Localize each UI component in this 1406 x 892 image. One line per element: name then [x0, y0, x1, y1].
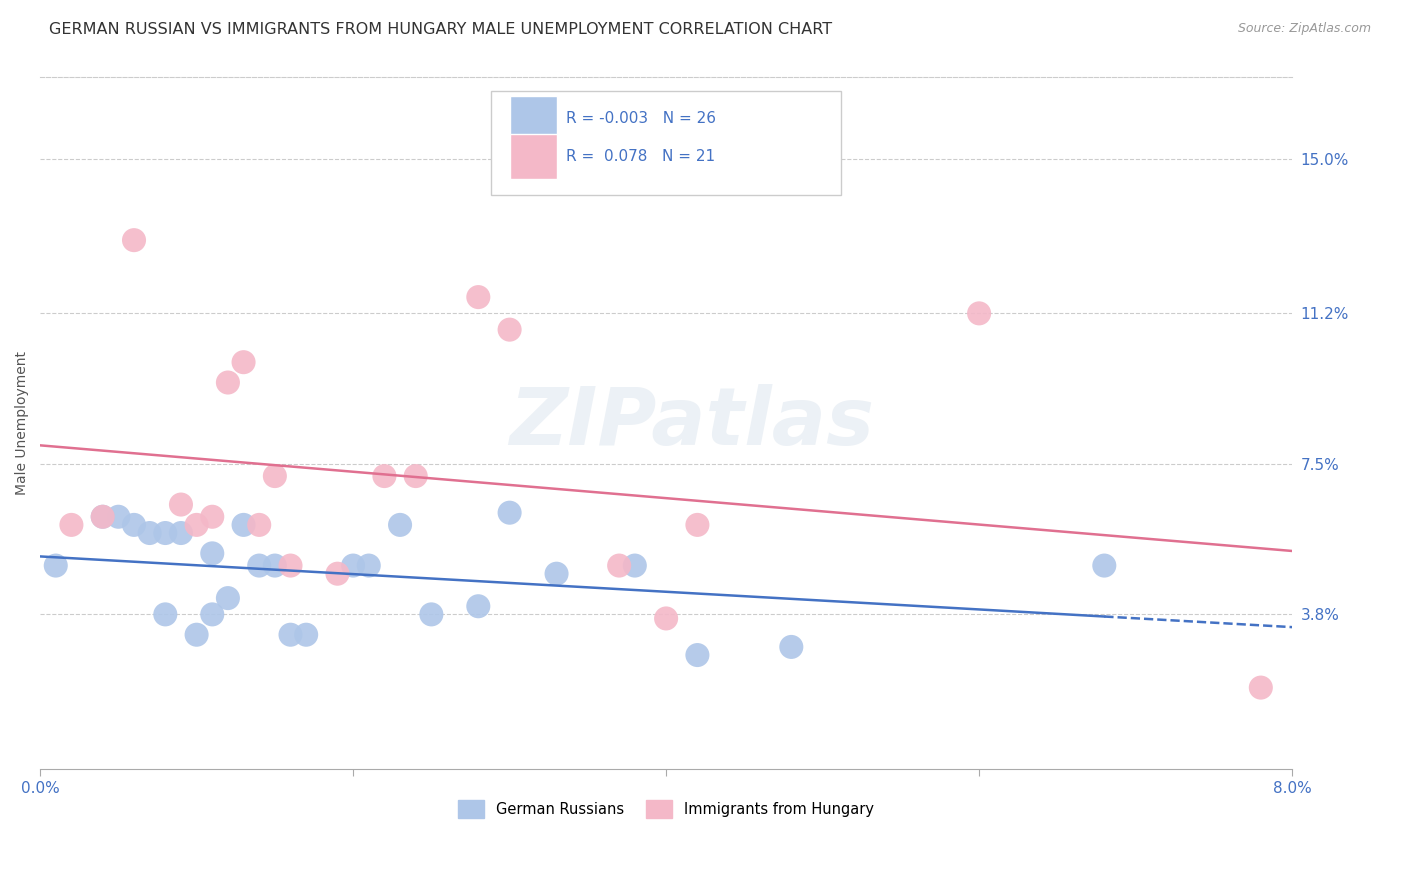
Text: ZIPatlas: ZIPatlas [509, 384, 873, 462]
Point [186, 517, 208, 532]
Point [247, 517, 270, 532]
Text: Source: ZipAtlas.com: Source: ZipAtlas.com [1237, 22, 1371, 36]
Point [201, 509, 224, 524]
Point [373, 469, 395, 483]
FancyBboxPatch shape [509, 96, 557, 142]
Point [122, 233, 145, 247]
Point [91, 509, 114, 524]
Point [155, 526, 177, 541]
FancyBboxPatch shape [509, 135, 557, 179]
Point [546, 566, 568, 581]
FancyBboxPatch shape [491, 91, 841, 195]
Point [263, 558, 285, 573]
Text: R =  0.078   N = 21: R = 0.078 N = 21 [567, 150, 716, 164]
Point [122, 517, 145, 532]
Point [357, 558, 380, 573]
Point [45, 558, 67, 573]
Point [170, 526, 193, 541]
Y-axis label: Male Unemployment: Male Unemployment [15, 351, 30, 495]
Point [232, 355, 254, 369]
Point [624, 558, 647, 573]
Point [342, 558, 364, 573]
Point [138, 526, 160, 541]
Point [155, 607, 177, 622]
Text: GERMAN RUSSIAN VS IMMIGRANTS FROM HUNGARY MALE UNEMPLOYMENT CORRELATION CHART: GERMAN RUSSIAN VS IMMIGRANTS FROM HUNGAR… [49, 22, 832, 37]
Point [780, 640, 803, 654]
Point [326, 566, 349, 581]
Point [247, 558, 270, 573]
Point [201, 607, 224, 622]
Point [263, 469, 285, 483]
Point [295, 628, 318, 642]
Point [280, 628, 302, 642]
Legend: German Russians, Immigrants from Hungary: German Russians, Immigrants from Hungary [453, 795, 880, 824]
Point [170, 498, 193, 512]
Point [686, 517, 709, 532]
Point [217, 376, 239, 390]
Point [405, 469, 427, 483]
Point [280, 558, 302, 573]
Text: R = -0.003   N = 26: R = -0.003 N = 26 [567, 112, 716, 127]
Point [1092, 558, 1115, 573]
Point [967, 306, 990, 320]
Point [420, 607, 443, 622]
Point [686, 648, 709, 662]
Point [389, 517, 412, 532]
Point [467, 290, 489, 304]
Point [217, 591, 239, 606]
Point [60, 517, 83, 532]
Point [186, 628, 208, 642]
Point [498, 506, 520, 520]
Point [467, 599, 489, 614]
Point [201, 546, 224, 560]
Point [1250, 681, 1272, 695]
Point [498, 323, 520, 337]
Point [607, 558, 630, 573]
Point [232, 517, 254, 532]
Point [91, 509, 114, 524]
Point [107, 509, 129, 524]
Point [655, 611, 678, 625]
